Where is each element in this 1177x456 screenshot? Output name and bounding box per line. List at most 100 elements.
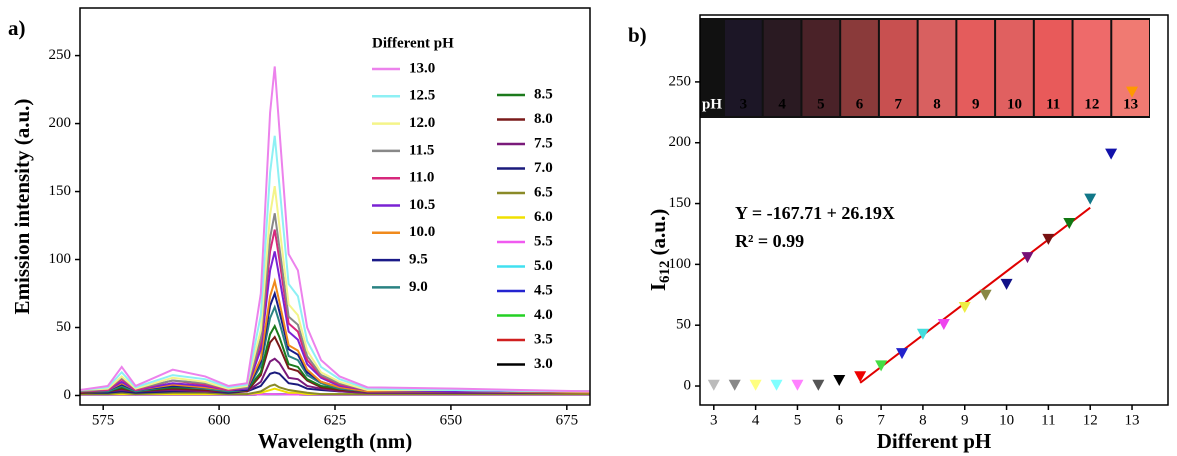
spectrum-line (80, 185, 590, 393)
point (854, 371, 867, 383)
x-tick-label: 575 (92, 412, 115, 428)
inset-tile (996, 20, 1033, 116)
point (958, 301, 971, 313)
spectrum-line (80, 304, 590, 394)
legend-label: 5.0 (534, 258, 553, 274)
x-tick-label: 3 (710, 412, 718, 428)
inset-tile (763, 20, 801, 116)
x-tick-label: 650 (440, 412, 463, 428)
point (979, 289, 992, 301)
spectrum-line (80, 135, 590, 393)
legend-label: 8.5 (534, 86, 553, 102)
legend-label: 7.0 (534, 160, 553, 176)
inset-label: 12 (1084, 96, 1099, 112)
inset-label: 4 (778, 96, 786, 112)
r-squared: R² = 0.99 (735, 231, 804, 251)
legend-label: 4.5 (534, 282, 553, 298)
inset-tile (957, 20, 995, 116)
x-axis-title: Wavelength (nm) (258, 429, 413, 453)
y-tick-label: 50 (676, 317, 691, 333)
legend-label: 9.0 (409, 279, 428, 295)
inset-tile (841, 20, 878, 116)
x-tick-label: 9 (961, 412, 969, 428)
legend-label: 7.5 (534, 135, 553, 151)
spectrum-line (80, 66, 590, 393)
point (1084, 193, 1097, 205)
x-tick-label: 7 (877, 412, 885, 428)
spectrum-line (80, 383, 590, 396)
inset-label: 10 (1007, 96, 1022, 112)
x-tick-label: 625 (324, 412, 347, 428)
point (1000, 278, 1013, 290)
legend-label: 6.0 (534, 209, 553, 225)
legend-label: 12.0 (409, 115, 435, 131)
legend-label: 4.0 (534, 307, 553, 323)
y-axis-title: I612 (a.u.) (646, 209, 674, 291)
inset-tile (1073, 20, 1111, 116)
y-axis-title: Emission intensity (a.u.) (10, 99, 34, 315)
inset-tile (918, 20, 956, 116)
x-axis-title: Different pH (877, 429, 992, 453)
point (833, 374, 846, 386)
point (1126, 86, 1139, 98)
y-tick-label: 250 (49, 47, 72, 63)
inset-label: 6 (856, 96, 864, 112)
spectrum-line (80, 229, 590, 393)
point (812, 379, 825, 391)
legend-label: 13.0 (409, 60, 435, 76)
inset-label: 7 (895, 96, 903, 112)
legend-label: 11.5 (409, 142, 434, 158)
legend-label: 10.5 (409, 197, 435, 213)
x-tick-label: 10 (999, 412, 1014, 428)
y-title-main: I (646, 283, 670, 291)
legend-label: 9.5 (409, 252, 428, 268)
point (896, 348, 909, 360)
legend-label: 3.0 (534, 356, 553, 372)
y-tick-label: 150 (49, 183, 72, 199)
inset-label: 11 (1046, 96, 1060, 112)
point (728, 379, 741, 391)
x-tick-label: 13 (1125, 412, 1140, 428)
x-tick-label: 4 (752, 412, 760, 428)
point (1021, 252, 1034, 264)
legend-title: Different pH (372, 35, 454, 51)
inset-tile (1112, 20, 1149, 116)
plot-frame (79, 7, 591, 406)
x-tick-label: 12 (1083, 412, 1098, 428)
panel-label: b) (628, 23, 647, 47)
y-tick-label: 200 (669, 134, 692, 150)
y-title-unit: (a.u.) (646, 209, 670, 256)
y-title-sub: 612 (657, 260, 673, 283)
inset-label: 5 (817, 96, 825, 112)
equation: Y = -167.71 + 26.19X (735, 203, 895, 223)
legend-label: 6.5 (534, 184, 553, 200)
point (749, 379, 762, 391)
inset-tile (1034, 20, 1072, 116)
legend-label: 8.0 (534, 111, 553, 127)
inset-label: 9 (972, 96, 980, 112)
legend-label: 10.0 (409, 224, 435, 240)
y-tick-label: 0 (684, 377, 692, 393)
y-tick-label: 150 (669, 195, 692, 211)
y-tick-label: 0 (64, 387, 72, 403)
fit-line (859, 206, 1091, 384)
legend-label: 5.5 (534, 233, 553, 249)
legend-label: 11.0 (409, 170, 434, 186)
inset-tile (802, 20, 840, 116)
point (1042, 233, 1055, 245)
point (1105, 148, 1118, 160)
point (937, 318, 950, 330)
x-tick-label: 600 (208, 412, 231, 428)
point (1063, 218, 1076, 230)
inset-label: pH (702, 96, 722, 112)
y-tick-label: 50 (56, 319, 71, 335)
point (707, 379, 720, 391)
inset-tile (725, 20, 762, 116)
x-tick-label: 8 (919, 412, 927, 428)
inset-label: 8 (933, 96, 941, 112)
plot-frame (699, 14, 1169, 406)
point (916, 328, 929, 340)
spectrum-line (80, 251, 590, 393)
inset-label: 13 (1123, 96, 1138, 112)
